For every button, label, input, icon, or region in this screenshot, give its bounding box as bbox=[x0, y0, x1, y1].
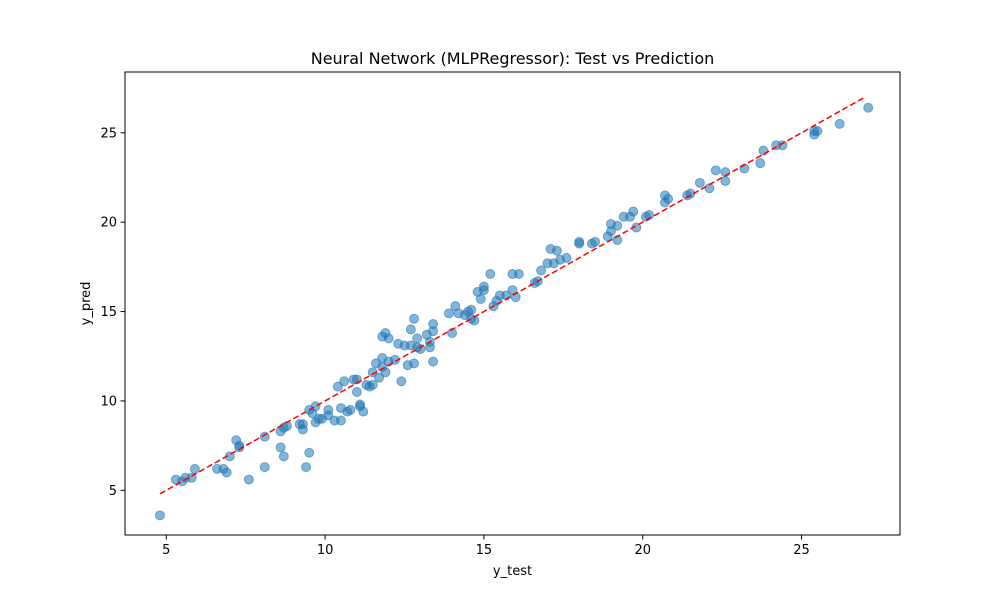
data-point bbox=[374, 372, 385, 383]
data-point bbox=[281, 420, 292, 431]
data-point bbox=[447, 328, 458, 338]
data-point bbox=[590, 236, 601, 247]
data-point bbox=[380, 367, 391, 378]
data-point bbox=[424, 342, 435, 353]
data-point bbox=[628, 206, 639, 217]
data-point bbox=[478, 281, 489, 292]
data-point bbox=[409, 313, 420, 324]
x-axis-label: y_test bbox=[493, 564, 532, 579]
data-point bbox=[694, 177, 705, 188]
data-point bbox=[310, 401, 321, 412]
data-point bbox=[710, 165, 721, 176]
data-point bbox=[243, 474, 254, 485]
y-tick-label: 20 bbox=[100, 216, 117, 231]
y-tick-label: 25 bbox=[100, 126, 117, 141]
data-point bbox=[275, 442, 286, 453]
data-point bbox=[513, 269, 524, 279]
x-tick-label: 15 bbox=[476, 543, 493, 558]
data-point bbox=[466, 304, 477, 315]
data-point bbox=[345, 404, 356, 415]
chart-title: Neural Network (MLPRegressor): Test vs P… bbox=[311, 49, 715, 68]
plot-area bbox=[154, 96, 874, 521]
data-point bbox=[475, 294, 486, 305]
data-point bbox=[469, 315, 480, 326]
y-tick-label: 15 bbox=[100, 305, 117, 320]
y-axis: 5 10 15 20 25 bbox=[100, 126, 125, 499]
data-point bbox=[536, 265, 547, 276]
data-point bbox=[409, 358, 420, 369]
data-point bbox=[367, 379, 378, 390]
x-tick-label: 5 bbox=[162, 543, 170, 558]
data-point bbox=[154, 510, 165, 521]
data-point bbox=[704, 183, 715, 194]
data-point bbox=[367, 367, 378, 378]
data-point bbox=[304, 447, 315, 458]
axes-frame bbox=[124, 71, 901, 536]
y-tick-label: 10 bbox=[100, 394, 117, 409]
y-tick-label: 5 bbox=[109, 484, 117, 499]
data-point bbox=[297, 424, 308, 435]
data-point bbox=[443, 308, 454, 319]
data-point bbox=[189, 463, 200, 474]
data-point bbox=[755, 158, 766, 169]
data-point bbox=[332, 381, 343, 392]
data-point bbox=[259, 431, 270, 442]
data-point bbox=[551, 245, 562, 256]
data-point bbox=[812, 125, 823, 136]
x-tick-label: 10 bbox=[317, 543, 334, 558]
data-point bbox=[259, 462, 270, 473]
y-axis-label: y_pred bbox=[79, 282, 94, 326]
data-point bbox=[574, 236, 585, 247]
x-tick-label: 25 bbox=[793, 543, 810, 558]
data-point bbox=[358, 406, 369, 417]
series-0 bbox=[154, 102, 874, 521]
data-point bbox=[405, 324, 416, 335]
data-point bbox=[396, 376, 407, 387]
data-point bbox=[323, 410, 334, 421]
data-point bbox=[663, 193, 674, 204]
data-point bbox=[339, 376, 350, 387]
data-point bbox=[351, 386, 362, 397]
data-point bbox=[834, 118, 845, 129]
x-axis: 5 10 15 20 25 bbox=[162, 535, 810, 558]
x-tick-label: 20 bbox=[634, 543, 651, 558]
data-point bbox=[221, 467, 232, 478]
data-point bbox=[428, 326, 439, 337]
data-point bbox=[278, 451, 289, 462]
data-point bbox=[612, 220, 623, 231]
data-point bbox=[863, 102, 874, 113]
data-point bbox=[301, 462, 312, 473]
data-point bbox=[485, 269, 496, 279]
data-point bbox=[383, 333, 394, 344]
data-point bbox=[561, 252, 572, 263]
data-point bbox=[428, 356, 439, 367]
data-point bbox=[335, 415, 346, 426]
data-point bbox=[412, 333, 423, 344]
data-point bbox=[777, 140, 788, 151]
data-point bbox=[758, 145, 769, 156]
